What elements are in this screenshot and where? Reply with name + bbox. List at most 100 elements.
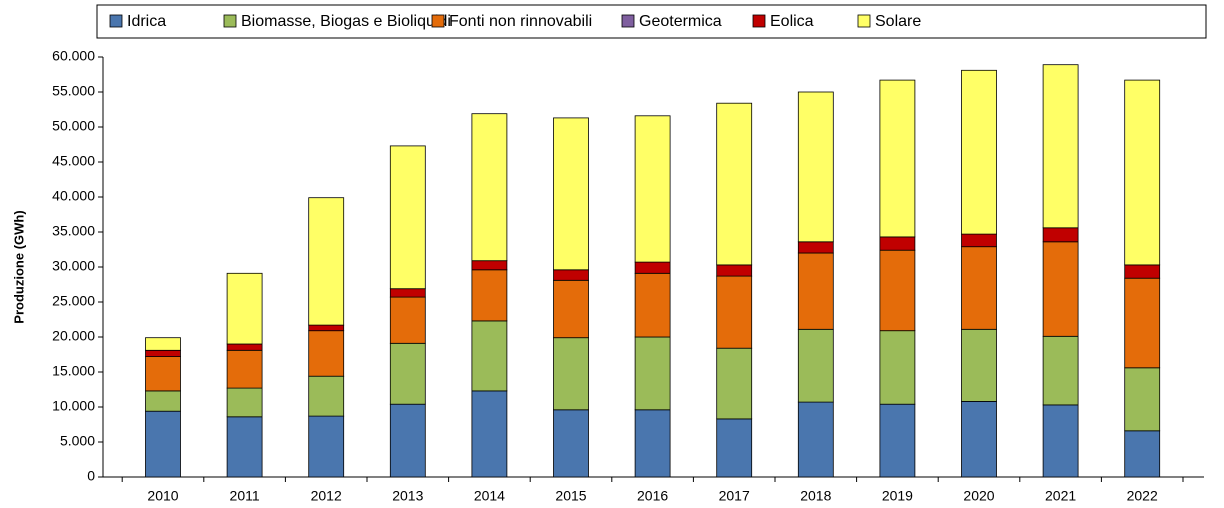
x-tick-label: 2011 [230,488,260,504]
bar-segment [1042,335,1079,406]
bar-segment [226,416,263,478]
bar-segment [389,288,426,298]
legend-swatch [752,14,766,28]
bar-segment [145,356,181,392]
bar-segment [308,330,345,377]
bar-segment [308,415,345,478]
bar-segment [961,69,997,235]
legend-swatch [857,14,871,28]
legend-label: Solare [875,13,921,30]
bar-segment [308,324,345,332]
y-tick-label: 40.000 [52,188,95,204]
y-tick-label: 0 [87,468,95,484]
y-tick-label: 25.000 [52,293,95,309]
bar-segment [879,249,916,332]
legend-label: Fonti non rinnovabili [449,13,592,30]
bar-segment [145,390,181,412]
bar-segment [226,387,263,418]
bar-segment [471,113,508,262]
x-tick-label: 2010 [147,488,178,504]
bar-segment [716,264,753,277]
y-tick-label: 60.000 [52,48,95,64]
bar-segment [879,236,916,251]
x-tick-label: 2021 [1045,488,1076,504]
bar-segment [389,403,426,478]
bar-segment [797,91,834,243]
bar-segment [145,349,181,357]
bar-segment [1042,64,1079,229]
y-tick-label: 15.000 [52,363,95,379]
bar-segment [634,115,671,263]
x-tick-label: 2012 [311,488,342,504]
bar-segment [797,401,834,478]
legend-swatch [223,14,237,28]
bar-segment [716,275,753,349]
legend-label: Biomasse, Biogas e Bioliquidi [241,13,451,30]
y-tick-label: 20.000 [52,328,95,344]
legend-label: Eolica [770,13,814,30]
bar-segment [145,410,181,478]
bar-segment [879,330,916,405]
bar-segment [389,342,426,405]
bar-segment [308,375,345,417]
bar-segment [226,343,263,351]
bar-segment [1124,79,1161,266]
bar-segment [634,261,671,274]
x-tick-label: 2015 [555,488,586,504]
bar-segment [716,418,753,478]
legend-swatch [621,14,635,28]
bar-segment [1124,277,1161,369]
y-axis-label: Produzione (GWh) [11,210,26,323]
bar-segment [1042,404,1079,478]
bar-segment [961,400,997,478]
bar-segment [797,252,834,330]
bar-segment [1124,264,1161,279]
bar-segment [961,246,997,330]
legend-label: Idrica [127,13,166,30]
y-tick-label: 5.000 [60,433,95,449]
y-tick-label: 30.000 [52,258,95,274]
bar-segment [471,260,508,271]
bar-segment [471,320,508,392]
bar-segment [553,269,589,281]
legend-label: Geotermica [639,13,722,30]
x-tick-label: 2014 [474,488,505,504]
x-tick-label: 2022 [1127,488,1158,504]
bar-segment [471,269,508,322]
bar-segment [716,102,753,266]
x-tick-label: 2019 [882,488,913,504]
bar-segment [1042,227,1079,243]
x-tick-label: 2018 [800,488,831,504]
bar-segment [961,328,997,402]
y-tick-label: 35.000 [52,223,95,239]
x-tick-label: 2020 [963,488,994,504]
y-tick-label: 50.000 [52,118,95,134]
bar-segment [226,272,263,345]
bar-segment [797,328,834,403]
bar-segment [553,409,589,478]
x-tick-label: 2013 [392,488,423,504]
y-tick-label: 10.000 [52,398,95,414]
legend-box [96,4,1207,39]
bar-segment [553,117,589,271]
bar-segment [145,337,181,351]
y-tick-label: 55.000 [52,83,95,99]
legend-swatch [109,14,123,28]
bar-segment [1042,241,1079,337]
legend-swatch [431,14,445,28]
bar-segment [389,145,426,290]
bar-segment [226,349,263,389]
bar-segment [634,336,671,411]
y-tick-label: 45.000 [52,153,95,169]
x-tick-label: 2017 [719,488,750,504]
x-tick-label: 2016 [637,488,668,504]
bar-segment [1124,430,1161,478]
bar-segment [716,347,753,420]
bar-segment [797,241,834,254]
bar-segment [961,233,997,248]
bar-segment [634,272,671,338]
bar-segment [308,197,345,326]
bar-segment [389,296,426,344]
bar-segment [879,79,916,238]
